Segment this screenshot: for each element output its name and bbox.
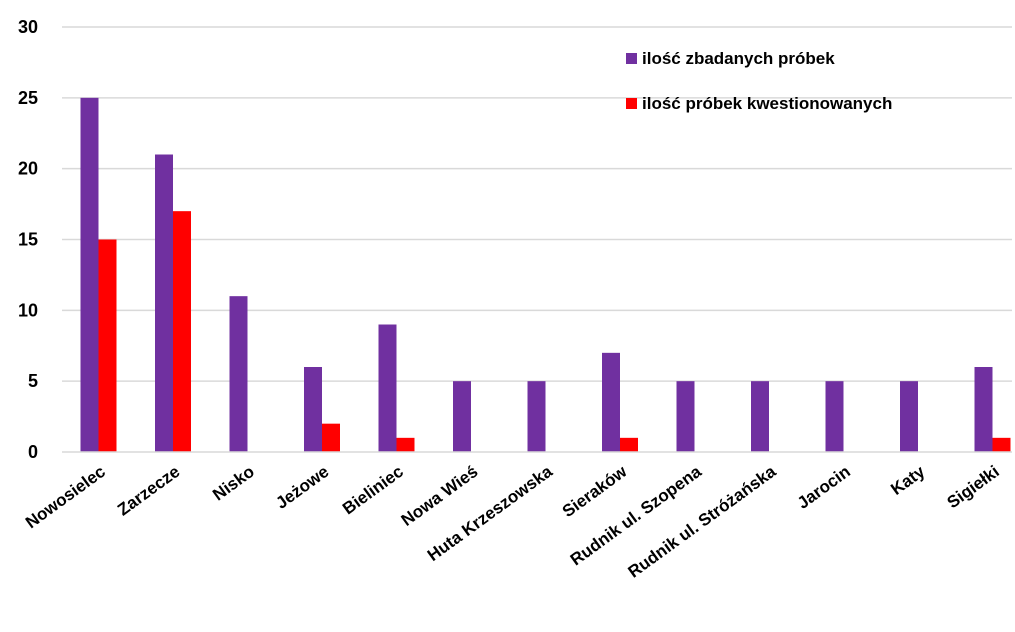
y-tick-label: 30: [18, 17, 38, 37]
bar-series-1-1: [173, 211, 191, 452]
legend-label-ilosc-zbadanych: ilość zbadanych próbek: [642, 49, 835, 68]
x-tick-label: Huta Krzeszowska: [424, 462, 556, 565]
y-tick-label: 5: [28, 371, 38, 391]
bar-series-0-9: [751, 381, 769, 452]
x-tick-label: Zarzecze: [114, 462, 183, 520]
legend-label-ilosc-kwestionowanych: ilość próbek kwestionowanych: [642, 94, 892, 113]
gridlines: [62, 26, 1012, 382]
x-tick-label: Jeżowe: [272, 462, 332, 513]
x-tick-label: Jarocin: [794, 462, 854, 513]
x-tick-label: Rudnik ul. Stróżańska: [625, 462, 780, 582]
bar-series-0-4: [378, 324, 397, 452]
y-tick-label: 20: [18, 159, 38, 179]
y-tick-label: 0: [28, 442, 38, 462]
bar-series-0-6: [527, 381, 546, 452]
bar-series-0-0: [80, 97, 99, 452]
x-tick-label: Sieraków: [559, 461, 631, 521]
x-tick-label: Katy: [887, 462, 928, 499]
bar-series-0-2: [229, 296, 248, 452]
x-tick-label: Nowosielec: [22, 462, 109, 532]
bar-series-0-7: [602, 352, 620, 452]
y-tick-label: 10: [18, 300, 38, 320]
legend: ilość zbadanych próbek ilość próbek kwes…: [626, 49, 892, 113]
bar-series-1-3: [322, 423, 340, 452]
bar-series-1-4: [396, 437, 415, 452]
x-tick-label: Rudnik ul. Szopena: [567, 462, 705, 570]
x-tick-label: Bieliniec: [339, 462, 407, 518]
bar-series-0-5: [453, 381, 471, 452]
bar-series-1-0: [98, 239, 117, 452]
bar-series-0-12: [974, 367, 993, 452]
legend-swatch-ilosc-zbadanych: [626, 53, 637, 64]
y-tick-label: 25: [18, 88, 38, 108]
bar-series-0-8: [676, 381, 695, 452]
x-tick-label: Sigiełki: [944, 462, 1003, 512]
bar-series-0-10: [825, 381, 844, 452]
x-axis-ticks: Nowosielec Zarzecze Nisko Jeżowe BieliniecNo…: [22, 461, 1003, 581]
bar-series-1-12: [992, 437, 1011, 452]
y-tick-label: 15: [18, 230, 38, 250]
x-tick-label: Nisko: [209, 462, 258, 505]
bars: [80, 97, 1011, 452]
bar-series-0-11: [900, 381, 918, 452]
y-axis-ticks: 0 5 10 15 20 25 30: [18, 17, 38, 462]
legend-swatch-ilosc-kwestionowanych: [626, 98, 637, 109]
bar-series-0-1: [155, 154, 173, 452]
bar-series-1-7: [620, 437, 638, 452]
bar-series-0-3: [304, 367, 322, 452]
